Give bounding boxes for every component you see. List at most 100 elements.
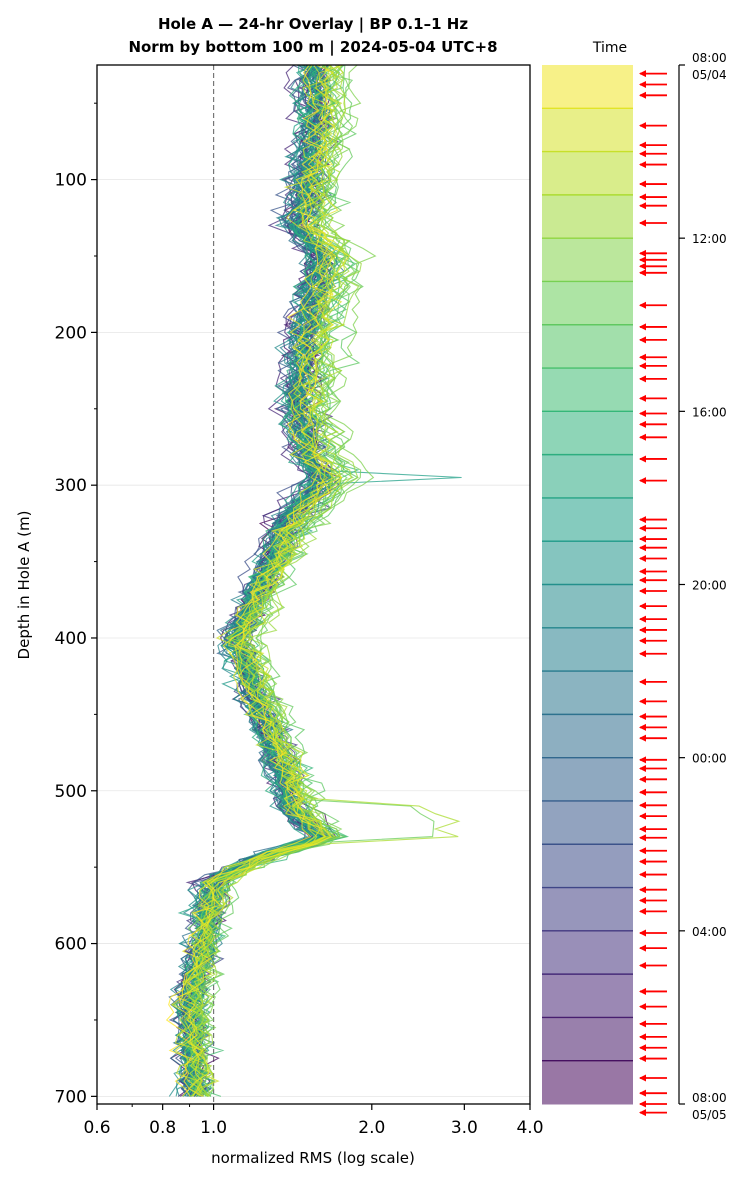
time-marker-head-38 xyxy=(639,637,646,645)
time-marker-head-49 xyxy=(639,801,646,809)
x-tick-label: 4.0 xyxy=(516,1118,543,1138)
trace-69 xyxy=(170,64,337,1097)
y-tick-label: 400 xyxy=(55,629,87,649)
colorbar-start-label-top: 08:00 xyxy=(692,51,727,65)
trace-60 xyxy=(197,64,362,1097)
time-marker-head-3 xyxy=(639,122,646,130)
colorbar-band-22 xyxy=(542,1017,633,1062)
time-marker-head-42 xyxy=(639,713,646,721)
x-tick-label: 0.8 xyxy=(149,1118,176,1138)
time-marker-head-70 xyxy=(639,1100,646,1108)
x-tick-label: 3.0 xyxy=(451,1118,478,1138)
time-marker-head-7 xyxy=(639,180,646,188)
time-marker-head-6 xyxy=(639,161,646,169)
colorbar-band-18 xyxy=(542,844,633,889)
time-marker-head-32 xyxy=(639,568,646,576)
colorbar-band-10 xyxy=(542,497,633,542)
colorbar-band-23 xyxy=(542,1060,633,1105)
time-marker-head-66 xyxy=(639,1044,646,1052)
colorbar-band-21 xyxy=(542,974,633,1018)
colorbar-band-13 xyxy=(542,627,633,672)
x-axis: 0.6 0.8 1.0 2.0 3.0 4.0 xyxy=(83,1104,544,1138)
colorbar-end-label-top: 08:00 xyxy=(692,1091,727,1105)
trace-group xyxy=(165,64,462,1097)
time-marker-head-61 xyxy=(639,961,646,969)
time-marker-head-40 xyxy=(639,678,646,686)
colorbar-bands xyxy=(542,65,633,1105)
time-marker-head-13 xyxy=(639,262,646,270)
colorbar-band-9 xyxy=(542,454,633,499)
time-marker-head-45 xyxy=(639,756,646,764)
trace-70 xyxy=(175,64,338,1097)
colorbar-axis: 12:00 16:00 20:00 00:00 04:00 xyxy=(678,64,727,1105)
colorbar-end-label-bottom: 05/05 xyxy=(692,1108,727,1122)
y-tick-label: 100 xyxy=(55,171,87,191)
time-marker-head-59 xyxy=(639,929,646,937)
time-marker-head-12 xyxy=(639,256,646,264)
colorbar: 12:00 16:00 20:00 00:00 04:00 08:00 05/04 08… xyxy=(542,51,727,1122)
colorbar-band-5 xyxy=(542,281,633,326)
colorbar-band-7 xyxy=(542,368,633,412)
colorbar-tick-label: 04:00 xyxy=(692,925,727,939)
y-tick-label: 700 xyxy=(55,1087,87,1107)
time-marker-head-47 xyxy=(639,775,646,783)
y-tick-label: 600 xyxy=(55,935,87,955)
colorbar-tick-label: 12:00 xyxy=(692,232,727,246)
time-marker-head-19 xyxy=(639,362,646,370)
time-marker-head-17 xyxy=(639,336,646,344)
time-marker-head-55 xyxy=(639,871,646,879)
time-marker-head-67 xyxy=(639,1055,646,1063)
time-marker-head-26 xyxy=(639,477,646,485)
chart-title-line-2: Norm by bottom 100 m | 2024-05-04 UTC+8 xyxy=(128,38,497,57)
time-marker-head-69 xyxy=(639,1089,646,1097)
colorbar-band-1 xyxy=(542,108,633,153)
y-axis: 100 200 300 400 500 600 700 xyxy=(55,102,97,1107)
colorbar-band-17 xyxy=(542,800,633,845)
time-marker-head-52 xyxy=(639,834,646,842)
time-marker-head-43 xyxy=(639,723,646,731)
colorbar-tick-label: 20:00 xyxy=(692,579,727,593)
time-marker-head-23 xyxy=(639,420,646,428)
x-tick-label: 2.0 xyxy=(358,1118,385,1138)
colorbar-band-6 xyxy=(542,324,633,369)
colorbar-band-14 xyxy=(542,671,633,715)
y-tick-label: 500 xyxy=(55,782,87,802)
time-marker-head-36 xyxy=(639,615,646,623)
plot-frame xyxy=(96,64,531,1105)
time-marker-head-34 xyxy=(639,587,646,595)
time-marker-head-4 xyxy=(639,141,646,149)
colorbar-band-8 xyxy=(542,411,633,456)
time-marker-head-2 xyxy=(639,91,646,99)
time-marker-head-56 xyxy=(639,886,646,894)
colorbar-band-0 xyxy=(542,65,633,109)
colorbar-band-2 xyxy=(542,151,633,196)
colorbar-lines xyxy=(542,107,633,1062)
colorbar-markers xyxy=(639,70,667,1117)
time-marker-head-68 xyxy=(639,1074,646,1082)
time-marker-head-20 xyxy=(639,375,646,383)
chart-title-line-1: Hole A — 24-hr Overlay | BP 0.1–1 Hz xyxy=(158,15,468,34)
time-marker-head-37 xyxy=(639,626,646,634)
time-marker-head-21 xyxy=(639,394,646,402)
time-marker-head-33 xyxy=(639,576,646,584)
colorbar-band-4 xyxy=(542,238,633,282)
colorbar-title: Time xyxy=(592,40,627,56)
time-marker-head-60 xyxy=(639,944,646,952)
time-marker-head-64 xyxy=(639,1020,646,1028)
colorbar-tick-label: 00:00 xyxy=(692,752,727,766)
time-marker-head-58 xyxy=(639,907,646,915)
time-marker-head-10 xyxy=(639,219,646,227)
time-marker-head-22 xyxy=(639,409,646,417)
colorbar-band-11 xyxy=(542,541,633,585)
x-tick-label: 1.0 xyxy=(200,1118,227,1138)
time-marker-head-29 xyxy=(639,535,646,543)
y-axis-label: Depth in Hole A (m) xyxy=(15,511,33,660)
time-marker-head-27 xyxy=(639,516,646,524)
time-marker-head-28 xyxy=(639,524,646,532)
time-marker-head-48 xyxy=(639,788,646,796)
time-marker-head-11 xyxy=(639,249,646,257)
x-axis-label: normalized RMS (log scale) xyxy=(211,1149,415,1167)
x-tick-label: 0.6 xyxy=(83,1118,110,1138)
trace-71 xyxy=(165,64,332,1097)
